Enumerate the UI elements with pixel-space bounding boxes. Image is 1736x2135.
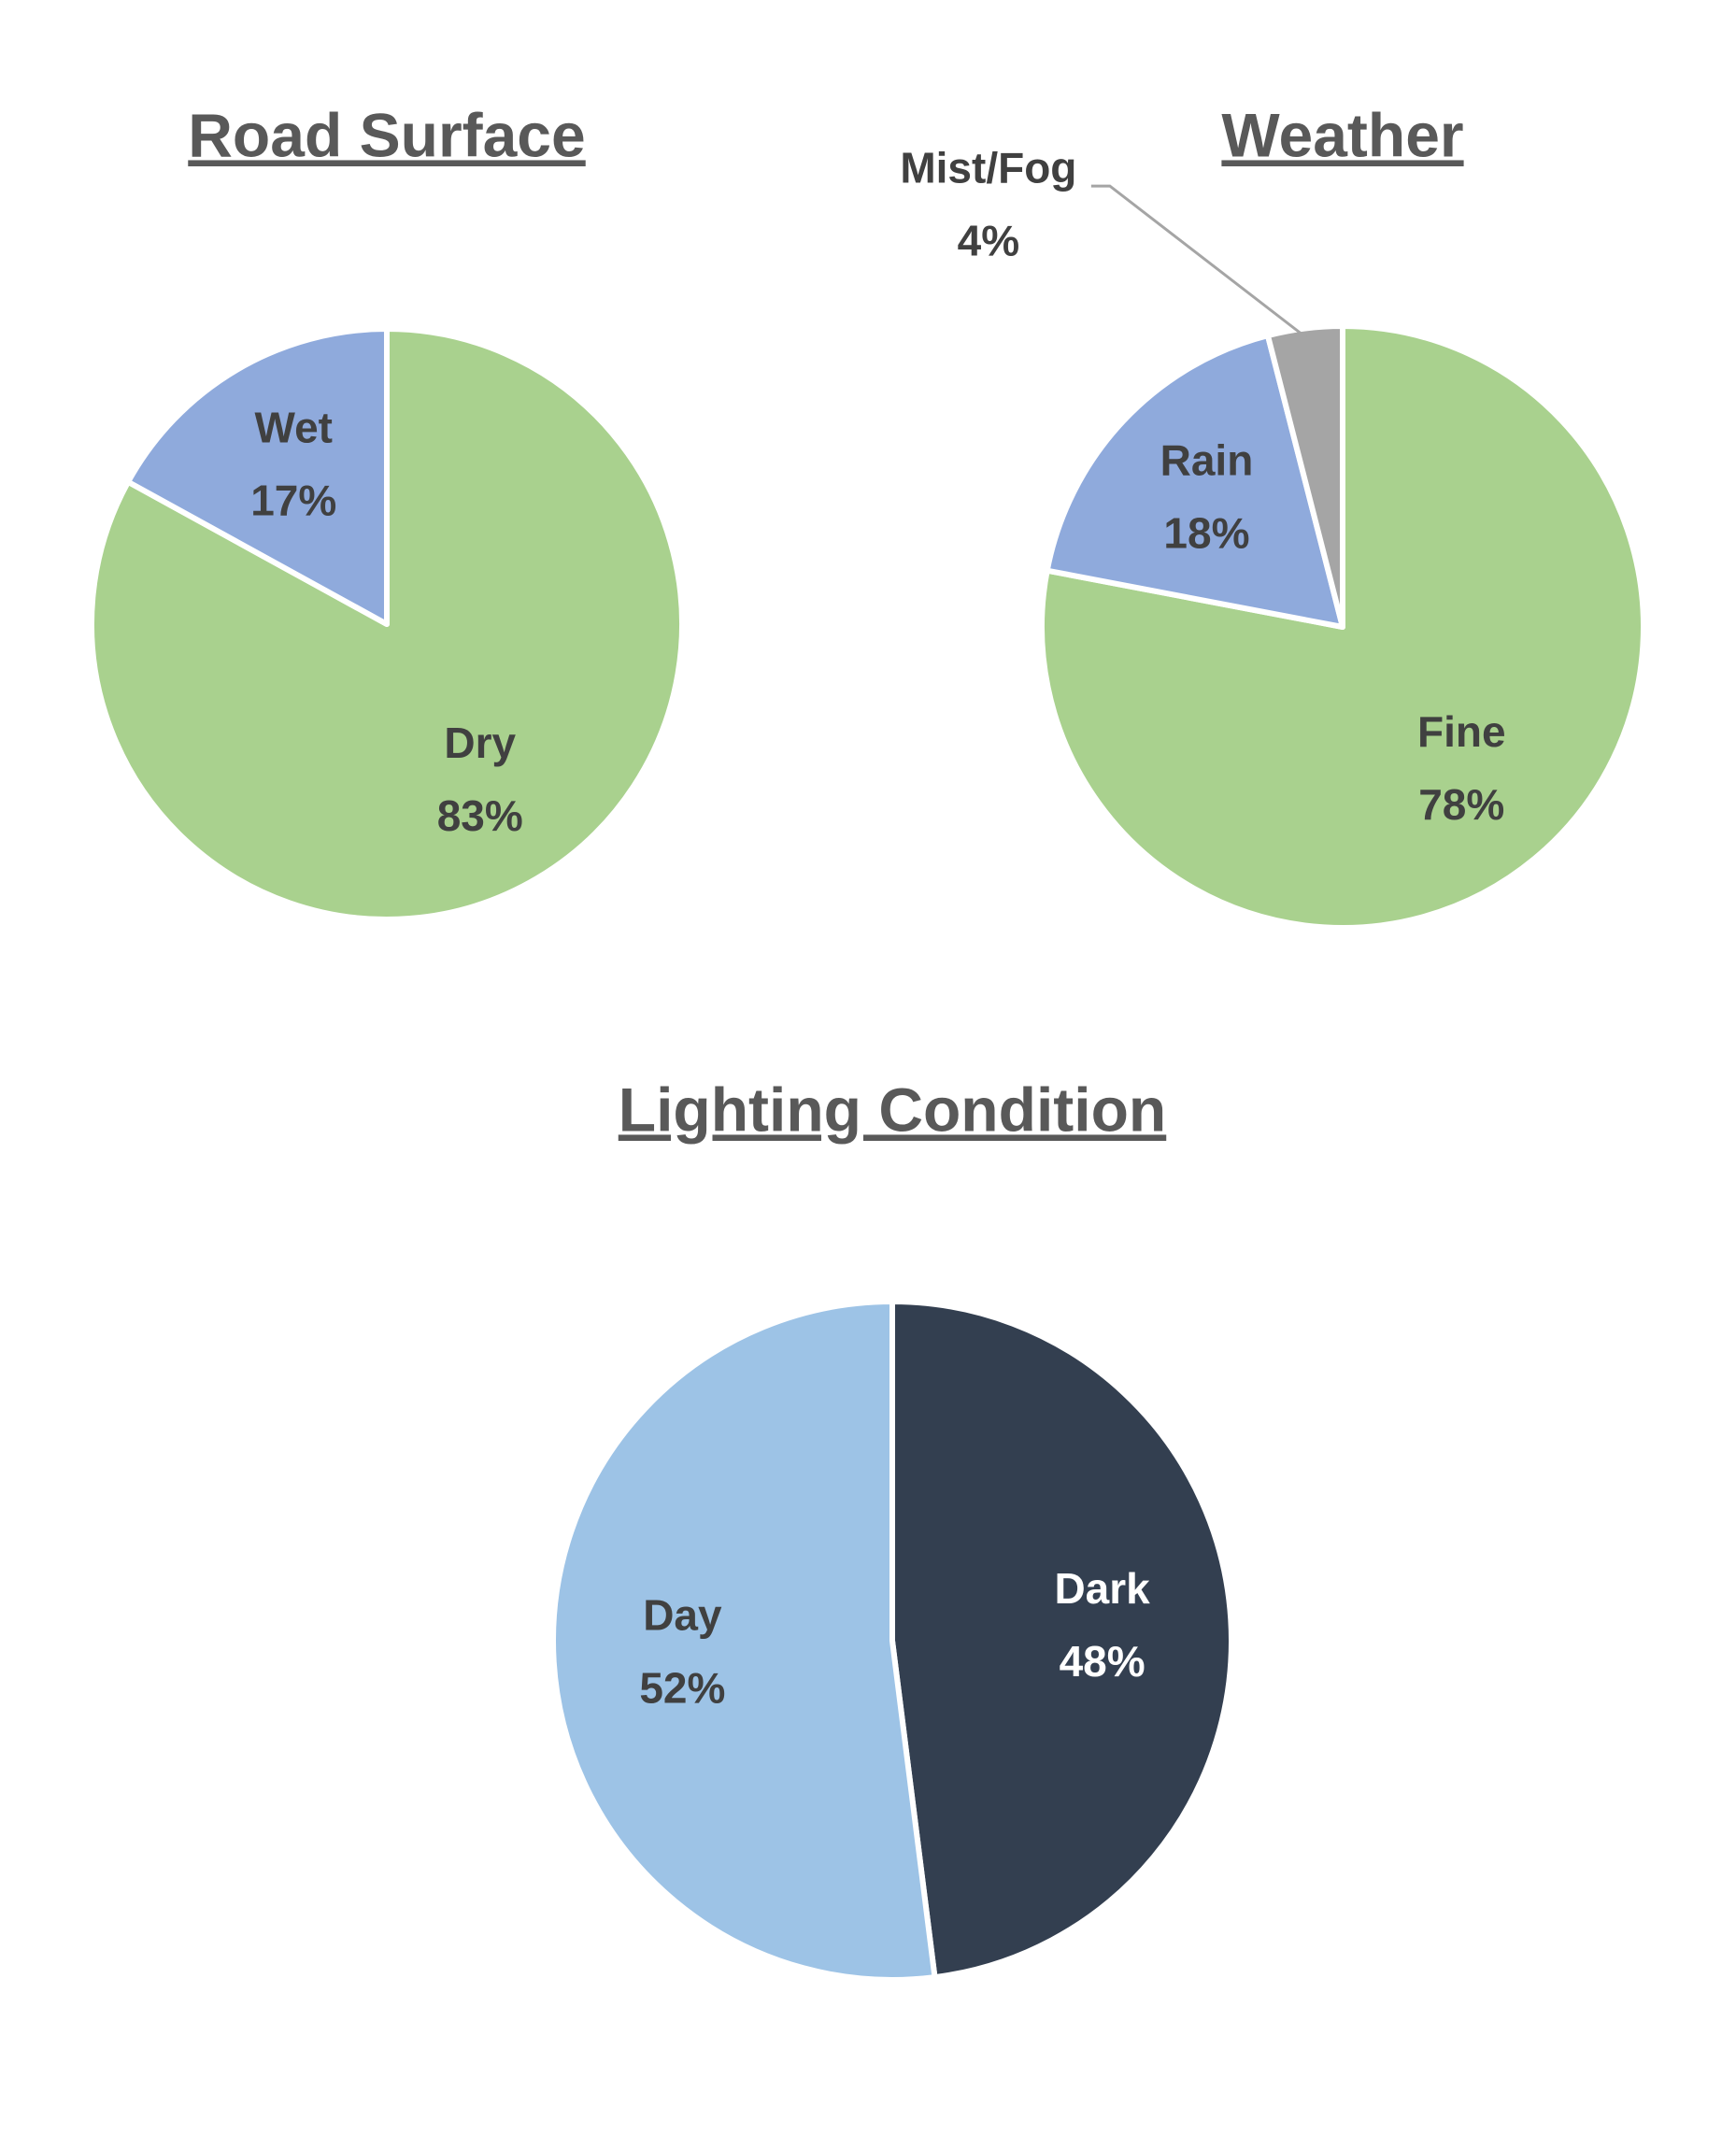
category-label: Rain bbox=[1160, 435, 1254, 484]
category-label: Dry bbox=[444, 719, 516, 767]
pie-slice bbox=[125, 326, 390, 627]
pie-slice bbox=[1044, 333, 1345, 630]
pie-slice bbox=[889, 1299, 1235, 1981]
chart-title: Weather bbox=[1221, 100, 1463, 169]
category-label: Day bbox=[643, 1590, 722, 1639]
chart-title: Road Surface bbox=[188, 100, 585, 169]
chart-title: Lighting Condition bbox=[619, 1075, 1166, 1144]
pie-slice bbox=[89, 326, 685, 922]
leader-line bbox=[1090, 184, 1307, 339]
value-label: 52% bbox=[639, 1663, 725, 1712]
value-label: 4% bbox=[958, 216, 1019, 264]
category-label: Mist/Fog bbox=[900, 143, 1076, 192]
category-label: Dark bbox=[1054, 1564, 1150, 1613]
category-label: Fine bbox=[1417, 707, 1506, 756]
pie-slice bbox=[550, 1299, 938, 1983]
value-label: 17% bbox=[250, 477, 336, 525]
value-label: 78% bbox=[1418, 780, 1504, 829]
value-label: 48% bbox=[1060, 1637, 1145, 1686]
value-label: 83% bbox=[437, 791, 523, 840]
category-label: Wet bbox=[255, 404, 334, 452]
value-label: 18% bbox=[1163, 508, 1249, 557]
pie-slice bbox=[1264, 323, 1345, 630]
